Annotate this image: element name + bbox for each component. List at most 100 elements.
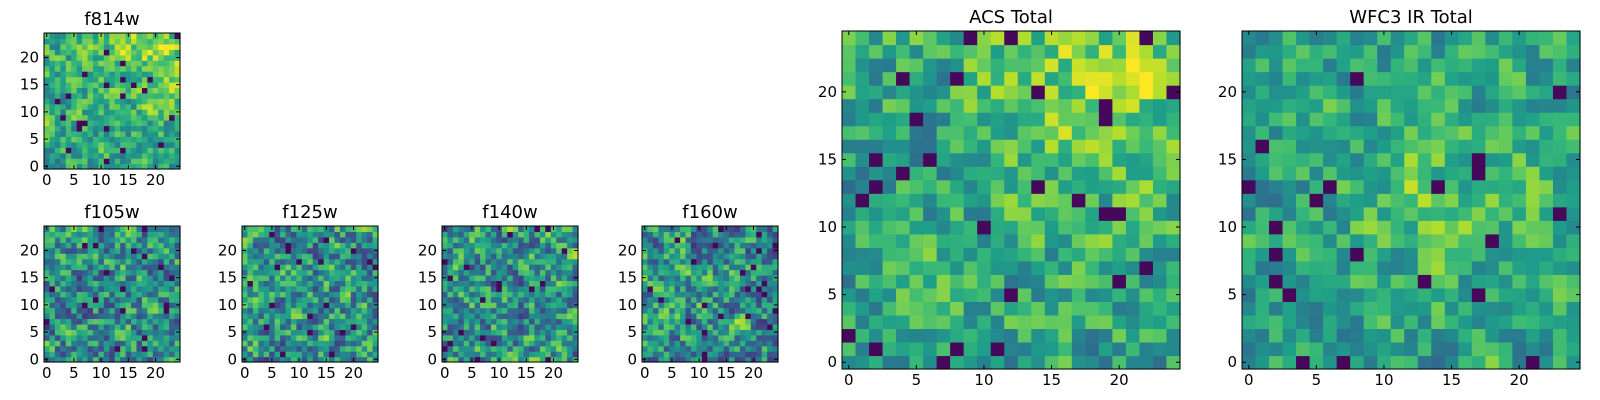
heatmap-cell — [539, 356, 546, 363]
heatmap-cell — [767, 226, 774, 233]
heatmap-cell — [280, 302, 287, 309]
heatmap-cell — [1255, 287, 1270, 302]
heatmap-cell — [923, 58, 938, 73]
heatmap-cell — [372, 307, 379, 314]
heatmap-cell — [318, 302, 325, 309]
heatmap-cell — [729, 329, 736, 336]
heatmap-cell — [82, 313, 89, 320]
heatmap-cell — [120, 120, 127, 127]
heatmap-cell — [701, 345, 708, 352]
heatmap-cell — [71, 87, 78, 94]
heatmap-cell — [712, 226, 719, 233]
heatmap-cell — [82, 291, 89, 298]
heatmap-cell — [103, 158, 110, 165]
heatmap-cell — [512, 334, 519, 341]
heatmap-cell — [114, 136, 121, 143]
heatmap-cell — [550, 323, 557, 330]
heatmap-cell — [474, 323, 481, 330]
heatmap-cell — [147, 98, 154, 105]
heatmap-cell — [252, 264, 259, 271]
heatmap-cell — [1404, 355, 1419, 370]
heatmap-cell — [1166, 152, 1181, 167]
heatmap-cell — [82, 130, 89, 137]
heatmap-cell — [1485, 139, 1500, 154]
heatmap-cell — [125, 130, 132, 137]
heatmap-cell — [572, 345, 579, 352]
heatmap-cell — [734, 247, 741, 254]
heatmap-cell — [842, 341, 857, 357]
heatmap-cell — [936, 139, 951, 154]
heatmap-cell — [685, 302, 692, 309]
heatmap-cell — [718, 242, 725, 249]
heatmap-cell — [1112, 328, 1127, 343]
heatmap-cell — [65, 318, 72, 325]
heatmap-cell — [869, 220, 884, 235]
heatmap-cell — [1350, 220, 1365, 235]
y-tick-label: 20 — [618, 241, 637, 259]
heatmap-cell — [65, 307, 72, 314]
heatmap-cell — [1323, 274, 1338, 289]
heatmap-cell — [1152, 193, 1168, 208]
heatmap-cell — [98, 136, 105, 143]
heatmap-cell — [345, 291, 352, 298]
heatmap-cell — [1552, 179, 1568, 194]
heatmap-cell — [550, 280, 557, 287]
heatmap-cell — [674, 258, 681, 265]
heatmap-cell — [507, 345, 514, 352]
heatmap-cell — [174, 345, 181, 352]
heatmap-cell — [114, 356, 121, 363]
heatmap-cell — [518, 323, 525, 330]
heatmap-cell — [163, 264, 170, 271]
heatmap-cell — [109, 109, 116, 116]
heatmap-cell — [1004, 44, 1019, 59]
heatmap-cell — [772, 291, 779, 298]
heatmap-cell — [174, 323, 181, 330]
heatmap-cell — [1525, 287, 1541, 302]
heatmap-cell — [909, 220, 924, 235]
heatmap-cell — [247, 231, 254, 238]
heatmap-cell — [1255, 260, 1270, 275]
heatmap-cell — [690, 274, 697, 281]
heatmap-cell — [258, 302, 265, 309]
heatmap-cell — [734, 340, 741, 347]
heatmap-cell — [896, 166, 911, 181]
heatmap-cell — [739, 307, 746, 314]
heatmap-cell — [274, 340, 281, 347]
heatmap-cell — [1242, 58, 1257, 73]
heatmap-cell — [480, 264, 487, 271]
heatmap-cell — [125, 87, 132, 94]
heatmap-cell — [963, 85, 978, 100]
heatmap-cell — [512, 302, 519, 309]
heatmap-cell — [882, 314, 897, 330]
heatmap-cell — [1336, 71, 1351, 86]
heatmap-cell — [120, 130, 127, 137]
heatmap-cell — [87, 269, 94, 276]
heatmap-cell — [1539, 233, 1554, 248]
heatmap-cell — [1417, 193, 1432, 208]
heatmap-cell — [712, 280, 719, 287]
heatmap-cell — [923, 233, 938, 248]
heatmap-cell — [523, 242, 530, 249]
heatmap-cell — [114, 120, 121, 127]
heatmap-cell — [141, 253, 148, 260]
heatmap-cell — [269, 351, 276, 358]
heatmap-cell — [745, 231, 752, 238]
heatmap-cell — [734, 356, 741, 363]
heatmap-cell — [1525, 179, 1541, 194]
heatmap-cell — [60, 54, 67, 61]
heatmap-cell — [87, 120, 94, 127]
heatmap-cell — [44, 264, 51, 271]
heatmap-cell — [523, 323, 530, 330]
heatmap-cell — [1071, 193, 1086, 208]
heatmap-cell — [98, 76, 105, 83]
heatmap-cell — [290, 236, 297, 243]
heatmap-cell — [567, 356, 574, 363]
heatmap-cell — [1323, 139, 1338, 154]
heatmap-cell — [120, 329, 127, 336]
heatmap-cell — [1471, 166, 1486, 181]
heatmap-cell — [350, 285, 357, 292]
heatmap-cell — [280, 356, 287, 363]
heatmap-cell — [125, 258, 132, 265]
heatmap-cell — [690, 318, 697, 325]
heatmap-cell — [529, 258, 536, 265]
